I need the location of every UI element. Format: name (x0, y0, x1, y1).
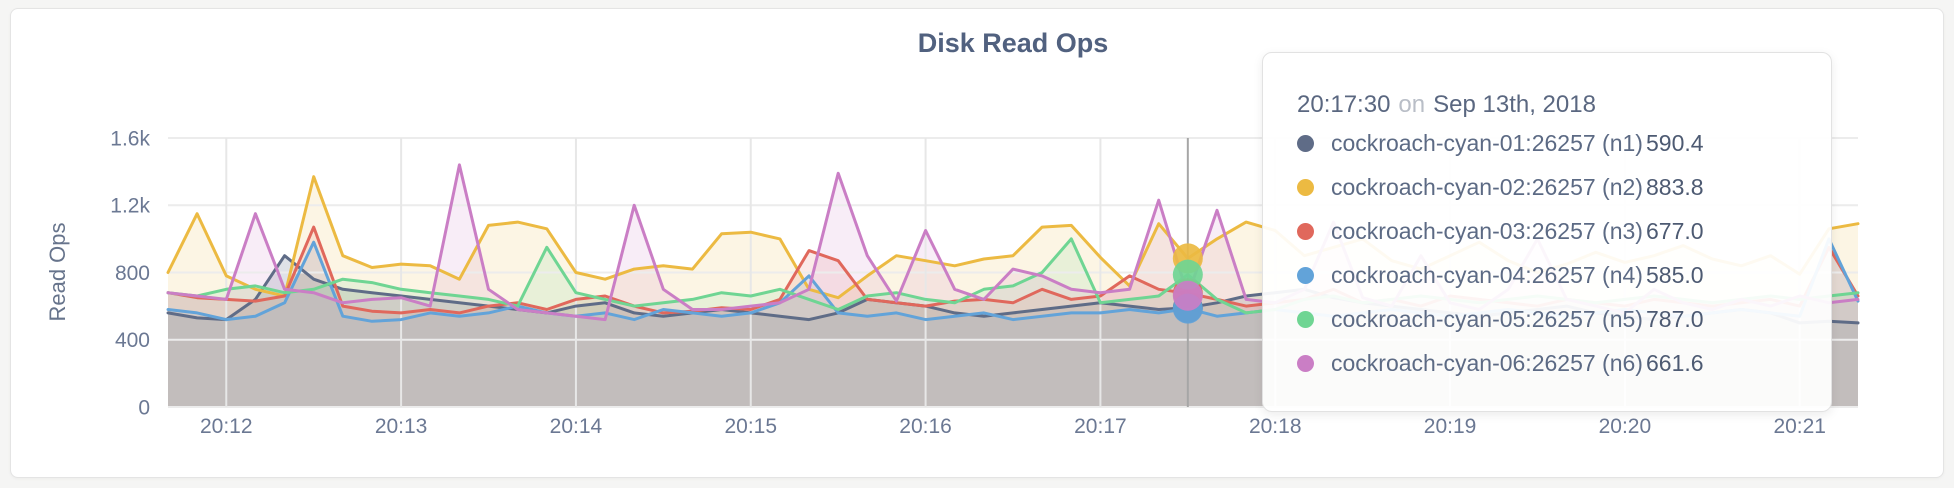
tooltip-header: 20:17:30 on Sep 13th, 2018 (1297, 89, 1797, 121)
tooltip-row-n2: cockroach-cyan-02:26257 (n2) 883.8 (1297, 165, 1797, 209)
chart-title: Disk Read Ops (917, 28, 1109, 58)
series-name: cockroach-cyan-02:26257 (n2) (1331, 173, 1643, 200)
tooltip-connector: on (1398, 91, 1426, 118)
y-tick-label-400: 400 (115, 329, 150, 352)
x-tick-label-20:14: 20:14 (550, 415, 603, 438)
y-tick-label-0: 0 (138, 396, 150, 419)
series-color-dot-icon (1297, 222, 1314, 240)
x-tick-label-20:15: 20:15 (724, 415, 777, 438)
series-name: cockroach-cyan-03:26257 (n3) (1331, 217, 1643, 244)
series-color-dot-icon (1297, 266, 1314, 284)
tooltip-row-n6: cockroach-cyan-06:26257 (n6) 661.6 (1297, 341, 1797, 385)
x-tick-label-20:19: 20:19 (1424, 415, 1477, 438)
tooltip-date: Sep 13th, 2018 (1433, 91, 1596, 118)
tooltip-row-n1: cockroach-cyan-01:26257 (n1) 590.4 (1297, 121, 1797, 165)
series-value: 590.4 (1646, 129, 1704, 156)
y-tick-label-800: 800 (115, 262, 150, 285)
x-tick-label-20:17: 20:17 (1074, 415, 1127, 438)
series-value: 661.6 (1646, 349, 1704, 376)
series-value: 677.0 (1646, 217, 1704, 244)
hover-tooltip: 20:17:30 on Sep 13th, 2018 cockroach-cyan-… (1262, 52, 1832, 412)
y-tick-label-1.2k: 1.2k (110, 195, 150, 218)
tooltip-row-n4: cockroach-cyan-04:26257 (n4) 585.0 (1297, 253, 1797, 297)
series-name: cockroach-cyan-04:26257 (n4) (1331, 261, 1643, 288)
y-tick-label-1.6k: 1.6k (110, 127, 150, 150)
series-color-dot-icon (1297, 310, 1314, 328)
series-value: 585.0 (1646, 261, 1704, 288)
tooltip-rows: cockroach-cyan-01:26257 (n1) 590.4 cockroa… (1297, 121, 1797, 385)
series-name: cockroach-cyan-01:26257 (n1) (1331, 129, 1643, 156)
series-value: 787.0 (1646, 305, 1704, 332)
x-tick-label-20:12: 20:12 (200, 415, 253, 438)
hover-dot-n6 (1172, 280, 1203, 311)
series-color-dot-icon (1297, 354, 1314, 372)
series-name: cockroach-cyan-05:26257 (n5) (1331, 305, 1643, 332)
x-tick-label-20:16: 20:16 (899, 415, 952, 438)
x-tick-label-20:18: 20:18 (1249, 415, 1302, 438)
tooltip-row-n5: cockroach-cyan-05:26257 (n5) 787.0 (1297, 297, 1797, 341)
series-color-dot-icon (1297, 134, 1314, 152)
series-value: 883.8 (1646, 173, 1704, 200)
x-tick-label-20:13: 20:13 (375, 415, 428, 438)
series-color-dot-icon (1297, 178, 1314, 196)
series-name: cockroach-cyan-06:26257 (n6) (1331, 349, 1643, 376)
x-tick-label-20:21: 20:21 (1773, 415, 1826, 438)
tooltip-time: 20:17:30 (1297, 91, 1391, 118)
hover-dot-n5 (1172, 259, 1203, 290)
tooltip-row-n3: cockroach-cyan-03:26257 (n3) 677.0 (1297, 209, 1797, 253)
x-tick-label-20:20: 20:20 (1599, 415, 1652, 438)
